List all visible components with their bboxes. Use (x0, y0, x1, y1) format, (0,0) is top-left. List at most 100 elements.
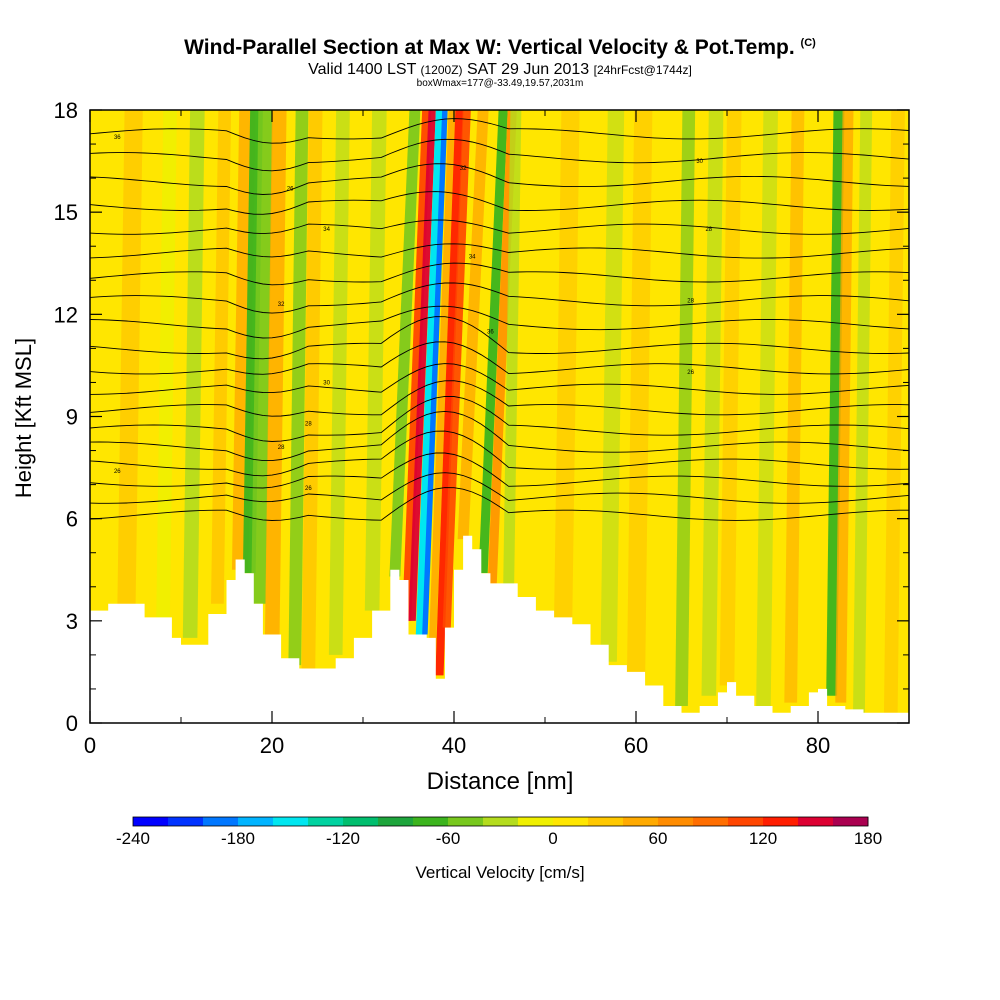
theta-contour-14 (90, 410, 909, 462)
theta-contour-label: 30 (696, 159, 703, 165)
velocity-plume-10 (328, 110, 350, 655)
theta-contour-label: 34 (469, 254, 476, 260)
velocity-plume-9 (301, 110, 323, 669)
y-tick-label: 18 (54, 98, 78, 123)
colorbar-tick-label: 60 (649, 829, 668, 848)
theta-contour-label: 28 (278, 445, 285, 451)
y-tick-label: 3 (66, 609, 78, 634)
velocity-plume-19 (442, 110, 471, 628)
velocity-plume-24 (554, 110, 580, 618)
colorbar-swatch (378, 817, 414, 826)
colorbar-tick-label: 0 (548, 829, 557, 848)
x-axis-label: Distance [nm] (426, 768, 574, 795)
colorbar-swatch (308, 817, 344, 826)
velocity-plume-26 (626, 110, 653, 683)
colorbar-swatch (203, 817, 239, 826)
colorbar-swatch (483, 817, 519, 826)
velocity-plume-8 (288, 110, 309, 666)
x-tick-label: 60 (624, 733, 648, 758)
velocity-plume-17 (428, 110, 456, 655)
colorbar-swatch (168, 817, 204, 826)
theta-contour-11 (90, 363, 909, 395)
colorbar-swatch (763, 817, 799, 826)
y-tick-label: 6 (66, 507, 78, 532)
velocity-plume-27 (675, 110, 696, 706)
theta-contour-13 (90, 395, 909, 442)
theta-contour-3 (90, 191, 909, 215)
colorbar-swatch (833, 817, 869, 826)
x-tick-label: 80 (806, 733, 830, 758)
x-tick-label: 0 (84, 733, 96, 758)
y-tick-label: 12 (54, 302, 78, 327)
theta-contour-label: 32 (460, 166, 467, 172)
colorbar-swatch (238, 817, 274, 826)
velocity-plume-14 (408, 110, 436, 621)
velocity-plume-21 (478, 110, 508, 574)
title-mark: (C) (800, 37, 816, 49)
theta-contour-label: 28 (705, 227, 712, 233)
colorbar-tick-label: -180 (221, 829, 255, 848)
theta-contour-12 (90, 380, 909, 417)
theta-contour-label: 26 (287, 186, 294, 192)
velocity-plume-15 (415, 110, 444, 635)
velocity-plume-3 (211, 110, 232, 604)
y-tick-label: 0 (66, 711, 78, 736)
velocity-plume-12 (389, 110, 421, 577)
colorbar-swatch (448, 817, 484, 826)
velocity-plume-31 (784, 110, 805, 703)
velocity-plume-2 (182, 110, 205, 638)
velocity-plume-1 (155, 110, 177, 638)
colorbar-swatch (798, 817, 834, 826)
theta-contour-label: 28 (305, 421, 312, 427)
velocity-plume-18 (435, 110, 464, 676)
y-tick-label: 15 (54, 200, 78, 225)
theta-contours (90, 118, 909, 521)
theta-contour-label: 26 (305, 486, 312, 492)
colorbar-tick-label: 180 (854, 829, 882, 848)
theta-contour-10 (90, 341, 909, 375)
colorbar-swatch (273, 817, 309, 826)
velocity-plume-32 (826, 110, 845, 696)
theta-contour-15 (90, 430, 909, 477)
velocity-plume-29 (719, 110, 742, 686)
velocity-plume-7 (264, 110, 287, 655)
theta-contour-4 (90, 219, 909, 235)
x-tick-label: 20 (260, 733, 284, 758)
theta-contour-label: 34 (323, 227, 330, 233)
colorbar-swatch (553, 817, 589, 826)
theta-contour-0 (90, 118, 909, 144)
colorbar-swatch (133, 817, 169, 826)
velocity-plume-11 (364, 110, 387, 611)
colorbar-frame (132, 816, 869, 827)
theta-contour-5 (90, 243, 909, 259)
colorbar-swatch (518, 817, 554, 826)
theta-contour-2 (90, 163, 909, 195)
chart-subtitle-box: boxWmax=177@-33.49,19.57,2031m (416, 78, 584, 89)
theta-contour-7 (90, 282, 909, 314)
colorbar-swatch (728, 817, 764, 826)
velocity-plume-23 (503, 110, 522, 591)
theta-contour-18 (90, 487, 909, 521)
theta-contour-label: 36 (487, 329, 494, 335)
x-tick-label: 40 (442, 733, 466, 758)
velocity-plume-20 (457, 110, 489, 540)
theta-contour-9 (90, 316, 909, 360)
theta-contour-17 (90, 472, 909, 504)
chart-subtitle: Valid 1400 LST (1200Z) SAT 29 Jun 2013 [… (308, 61, 692, 78)
theta-contour-label: 36 (114, 135, 121, 141)
velocity-plume-34 (853, 110, 873, 713)
colorbar-swatch (343, 817, 379, 826)
colorbar-label: Vertical Velocity [cm/s] (415, 863, 585, 882)
colorbar-tick-label: -60 (436, 829, 461, 848)
colorbar-swatch (658, 817, 694, 826)
theta-contour-label: 32 (278, 302, 285, 308)
colorbar-swatch (413, 817, 449, 826)
colorbar-tick-label: -240 (116, 829, 150, 848)
colorbar-swatch (693, 817, 729, 826)
theta-contour-label: 26 (114, 469, 121, 475)
theta-contour-label: 26 (687, 370, 694, 376)
colorbar-swatch (623, 817, 659, 826)
theta-contour-1 (90, 138, 909, 172)
terrain-mask (90, 535, 909, 723)
